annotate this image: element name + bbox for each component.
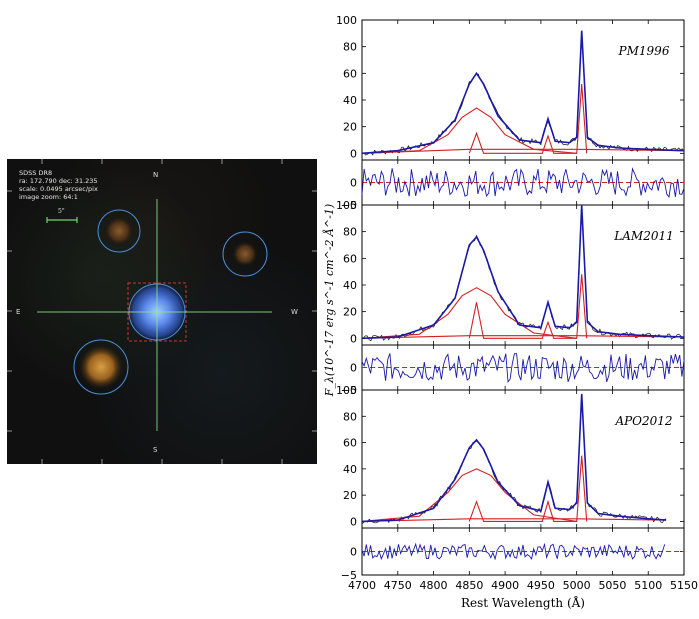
target-circle — [73, 339, 129, 395]
compass-east: E — [16, 308, 21, 316]
x-tick-label: 4800 — [420, 579, 448, 592]
epoch-label: PM1996 — [618, 44, 670, 58]
target-circle — [222, 231, 268, 277]
y-tick-label: 40 — [343, 463, 357, 476]
y-tick-label: 60 — [343, 437, 357, 450]
broad-component-line — [361, 287, 577, 339]
broad-component-line — [361, 107, 577, 154]
x-tick-label: 4850 — [455, 579, 483, 592]
spectra-figure: 0 20 40 60 80 100 PM1996 −5 0 0 20 40 60 80 100 LAM2011… — [320, 0, 699, 615]
y-tick-label: −5 — [341, 569, 357, 582]
sky-overlay: 5" — [7, 159, 317, 464]
y-tick-label: 80 — [343, 226, 357, 239]
x-tick-label: 4950 — [527, 579, 555, 592]
y-tick-label: 0 — [350, 332, 357, 345]
x-tick-label: 4900 — [491, 579, 519, 592]
continuum-line — [361, 148, 685, 154]
galaxy-sw — [79, 345, 123, 389]
target-circle — [97, 209, 141, 253]
y-tick-label: 20 — [343, 121, 357, 134]
x-axis-label: Rest Wavelength (Å) — [461, 595, 585, 610]
spectra-chart: 0 20 40 60 80 100 PM1996 −5 0 0 20 40 60 80 100 LAM2011… — [322, 14, 698, 610]
y-tick-label: 0 — [350, 147, 357, 160]
epoch-label: LAM2011 — [613, 229, 673, 243]
x-tick-label: 4700 — [348, 579, 376, 592]
y-tick-label: 0 — [350, 362, 357, 375]
galaxy-nw — [104, 216, 134, 246]
narrow-components-line — [468, 455, 588, 522]
narrow-components-line — [468, 274, 588, 339]
y-tick-label: 20 — [343, 489, 357, 502]
sky-header-line: image zoom: 64:1 — [19, 193, 78, 201]
model-fit-line — [361, 393, 667, 523]
y-tick-label: 0 — [350, 177, 357, 190]
y-tick-label: −5 — [341, 199, 357, 212]
model-fit-line — [361, 30, 685, 155]
y-tick-label: 60 — [343, 67, 357, 80]
residual-line — [361, 542, 666, 561]
sdss-image: SDSS DR8 ra: 172.790 dec: 31.235 scale: … — [7, 159, 317, 464]
sky-header-line: SDSS DR8 — [19, 169, 53, 177]
continuum-line — [361, 335, 685, 339]
y-tick-label: 20 — [343, 306, 357, 319]
y-tick-label: 100 — [336, 14, 357, 27]
y-tick-label: 0 — [350, 515, 357, 528]
x-tick-label: 5050 — [598, 579, 626, 592]
y-tick-label: −5 — [341, 384, 357, 397]
residual-line — [361, 167, 685, 198]
observed-spectrum-line — [361, 37, 685, 156]
plot-frame — [361, 204, 685, 346]
narrow-components-line — [468, 83, 588, 154]
compass-north: N — [153, 171, 159, 179]
sky-header-line: scale: 0.0495 arcsec/pix — [19, 185, 98, 193]
observed-spectrum-line — [361, 400, 667, 525]
continuum-line — [361, 518, 667, 522]
y-axis-label: F_λ(10^-17 erg s^-1 cm^-2 Å^-1) — [322, 204, 336, 397]
y-tick-label: 80 — [343, 410, 357, 423]
y-tick-label: 100 — [336, 199, 357, 212]
y-tick-label: 60 — [343, 252, 357, 265]
x-tick-label: 5100 — [634, 579, 662, 592]
y-tick-label: 80 — [343, 41, 357, 54]
compass-west: W — [291, 308, 298, 316]
galaxy-ne — [232, 241, 258, 267]
model-fit-line — [361, 204, 685, 340]
plot-frame — [361, 19, 685, 161]
residual-line — [361, 353, 685, 383]
y-tick-label: 100 — [336, 384, 357, 397]
y-tick-label: 40 — [343, 94, 357, 107]
x-tick-label: 5000 — [563, 579, 591, 592]
compass-south: S — [153, 446, 158, 454]
x-tick-label: 5150 — [670, 579, 698, 592]
x-tick-label: 4750 — [384, 579, 412, 592]
sky-header-line: ra: 172.790 dec: 31.235 — [19, 177, 98, 185]
frame-ticks — [7, 159, 317, 464]
y-tick-label: 0 — [350, 546, 357, 559]
scale-bar-label: 5" — [58, 208, 65, 215]
y-tick-label: 40 — [343, 279, 357, 292]
epoch-label: APO2012 — [614, 414, 672, 428]
